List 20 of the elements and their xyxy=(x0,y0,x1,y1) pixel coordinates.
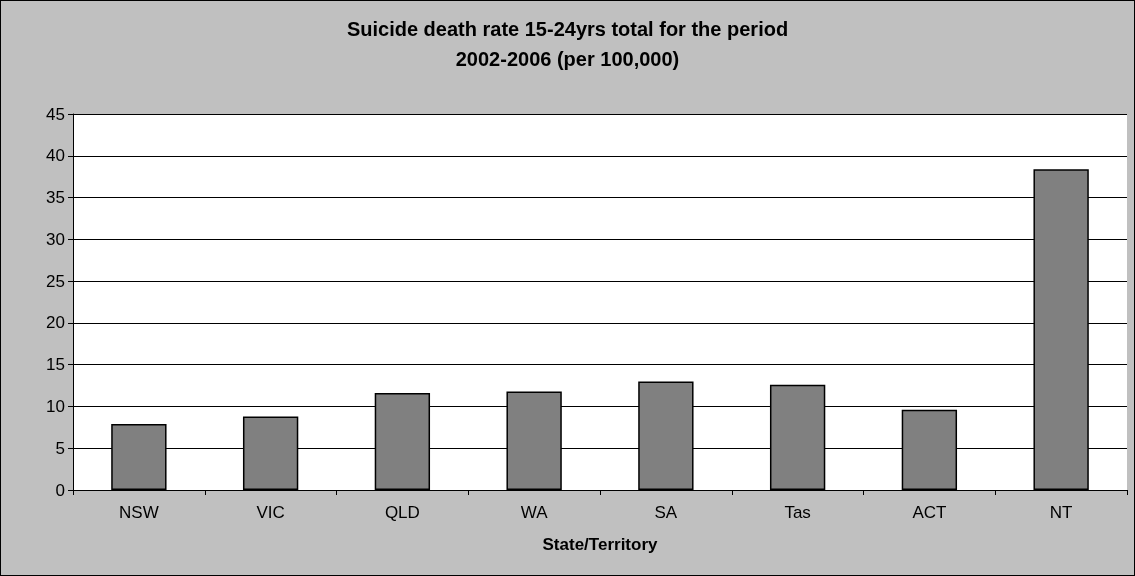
x-tick-label: QLD xyxy=(384,503,420,522)
x-tick-label: ACT xyxy=(912,503,947,522)
y-tick-label: 35 xyxy=(46,188,65,208)
chart-title: Suicide death rate 15-24yrs total for the period 2002-2006 (per 100,000) xyxy=(346,18,789,70)
x-tick-label: SA xyxy=(654,503,678,522)
x-tick-label: WA xyxy=(520,503,549,522)
y-tick-label: 10 xyxy=(46,396,65,416)
x-tick-label: NSW xyxy=(119,503,159,522)
y-tick-label: 20 xyxy=(46,313,65,333)
x-tick-label: Tas xyxy=(784,503,811,522)
x-tick-label: NT xyxy=(1049,503,1073,522)
y-tick-label: 5 xyxy=(55,438,65,458)
y-tick-label: 0 xyxy=(55,480,65,500)
y-tick-label: 15 xyxy=(46,355,65,375)
y-tick-label: 30 xyxy=(46,229,65,249)
y-tick-label: 45 xyxy=(46,104,65,124)
y-tick-label: 25 xyxy=(46,271,65,291)
y-tick-label: 40 xyxy=(46,146,65,166)
x-tick-label: VIC xyxy=(256,503,285,522)
x-axis-title: State/Territory xyxy=(542,535,659,554)
